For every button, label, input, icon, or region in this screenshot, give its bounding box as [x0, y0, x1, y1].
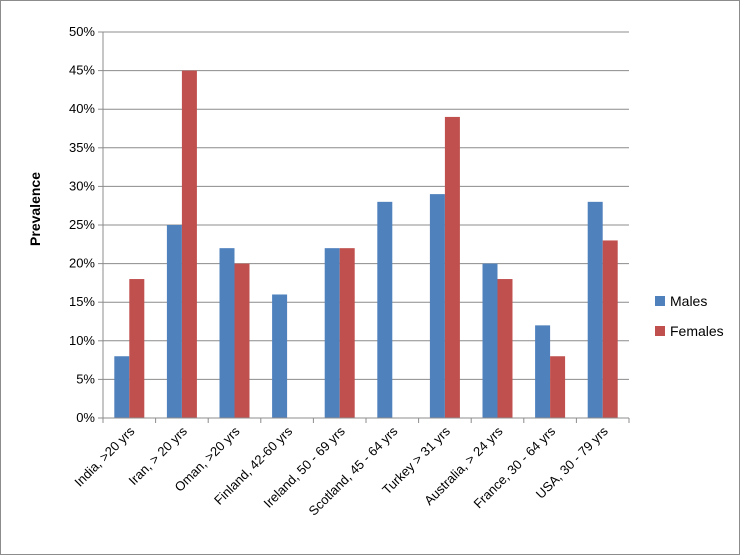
legend: Males Females — [655, 293, 724, 339]
bar-females-7 — [497, 279, 513, 418]
y-tick-label: 40% — [69, 101, 95, 116]
y-axis-label: Prevalence — [27, 172, 43, 246]
bar-males-9 — [587, 201, 603, 418]
y-tick-label: 50% — [69, 24, 95, 39]
bar-females-1 — [181, 70, 197, 418]
bar-males-1 — [166, 225, 182, 418]
axes — [102, 32, 630, 423]
bar-females-2 — [234, 263, 250, 418]
bar-males-2 — [219, 248, 235, 418]
y-tick-label: 20% — [69, 256, 95, 271]
bar-females-9 — [602, 240, 618, 418]
y-tick-label: 25% — [69, 217, 95, 232]
bar-females-8 — [550, 356, 566, 418]
legend-label-males: Males — [670, 293, 707, 309]
x-tick-label: Scotland, 45 - 64 yrs — [306, 423, 401, 518]
bars — [114, 70, 618, 419]
y-tick-label: 15% — [69, 294, 95, 309]
bar-females-4 — [339, 248, 355, 418]
bar-males-5 — [377, 201, 393, 418]
y-tick-label: 35% — [69, 140, 95, 155]
y-tick-labels: 0% 5% 10% 15% 20% 25% 30% 35% 40% 45% 50% — [69, 24, 95, 425]
y-tick-label: 45% — [69, 63, 95, 78]
legend-label-females: Females — [670, 323, 724, 339]
legend-swatch-females — [655, 326, 665, 336]
bar-males-7 — [482, 263, 498, 418]
y-tick-label: 0% — [76, 410, 95, 425]
bar-males-3 — [272, 294, 288, 418]
y-tick-label: 5% — [76, 371, 95, 386]
bar-males-0 — [114, 356, 130, 418]
bar-females-0 — [129, 279, 145, 418]
bar-males-6 — [429, 194, 445, 418]
bar-females-6 — [444, 116, 460, 419]
y-tick-label: 30% — [69, 178, 95, 193]
bar-males-8 — [535, 325, 551, 418]
legend-swatch-males — [655, 296, 665, 306]
bar-males-4 — [324, 248, 340, 418]
y-tick-label: 10% — [69, 333, 95, 348]
